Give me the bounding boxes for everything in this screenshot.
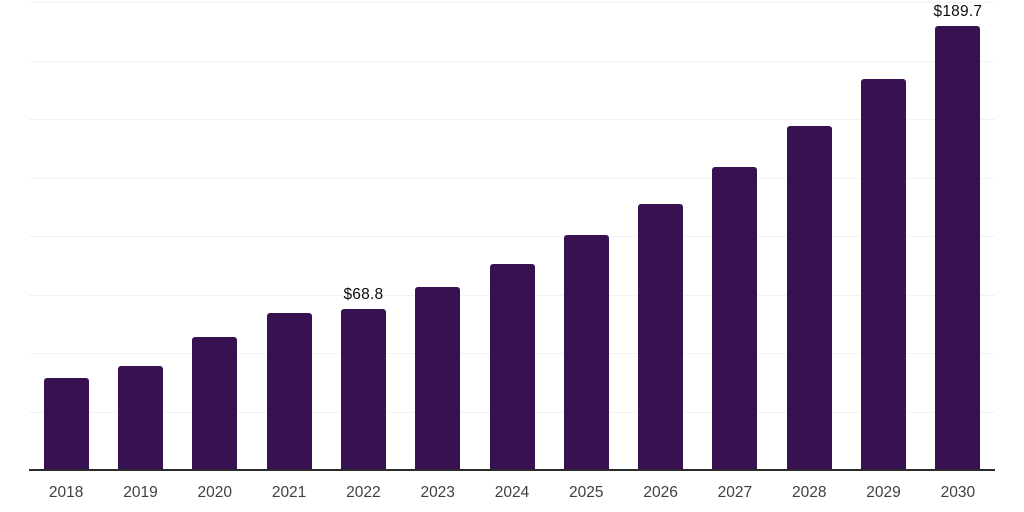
x-tick-label-2028: 2028 <box>791 484 827 501</box>
bar-2020 <box>192 337 238 470</box>
data-label-2022: $68.8 <box>343 286 384 304</box>
bar-2025 <box>563 235 609 470</box>
x-tick-label-2018: 2018 <box>48 484 84 501</box>
x-tick-label-2025: 2025 <box>569 484 604 501</box>
gridline <box>29 2 995 3</box>
bar-2019 <box>117 366 163 470</box>
bar-2030 <box>935 26 981 470</box>
gridline <box>29 236 995 237</box>
x-axis-tick-labels: 2018 2019 2020 2021 2022 2023 2024 2025 2026 2027… <box>29 484 995 506</box>
bar-2018 <box>43 378 89 470</box>
gridline <box>29 119 995 120</box>
x-tick-label-2027: 2027 <box>717 484 753 501</box>
x-tick-label-2023: 2023 <box>420 484 455 501</box>
x-tick-label-2019: 2019 <box>123 484 158 501</box>
bar-2027 <box>712 166 758 470</box>
bar-2026 <box>638 203 684 470</box>
x-tick-label-2021: 2021 <box>271 484 307 501</box>
bar-2021 <box>266 312 312 470</box>
plot-area: $68.8 $189.7 <box>29 2 995 470</box>
gridline <box>29 60 995 62</box>
bar-2029 <box>861 79 907 470</box>
x-tick-label-2029: 2029 <box>866 484 901 501</box>
bar-2023 <box>415 286 461 470</box>
x-tick-label-2030: 2030 <box>940 484 976 501</box>
x-tick-label-2024: 2024 <box>494 484 530 501</box>
x-tick-label-2026: 2026 <box>643 484 678 501</box>
bar-2028 <box>786 125 832 470</box>
bar-2024 <box>489 263 535 470</box>
gridline <box>29 177 995 179</box>
x-tick-label-2022: 2022 <box>346 484 381 501</box>
data-label-2030: $189.7 <box>933 3 983 21</box>
x-axis-line <box>29 469 995 471</box>
bar-2022 <box>340 309 386 470</box>
x-tick-label-2020: 2020 <box>197 484 233 501</box>
